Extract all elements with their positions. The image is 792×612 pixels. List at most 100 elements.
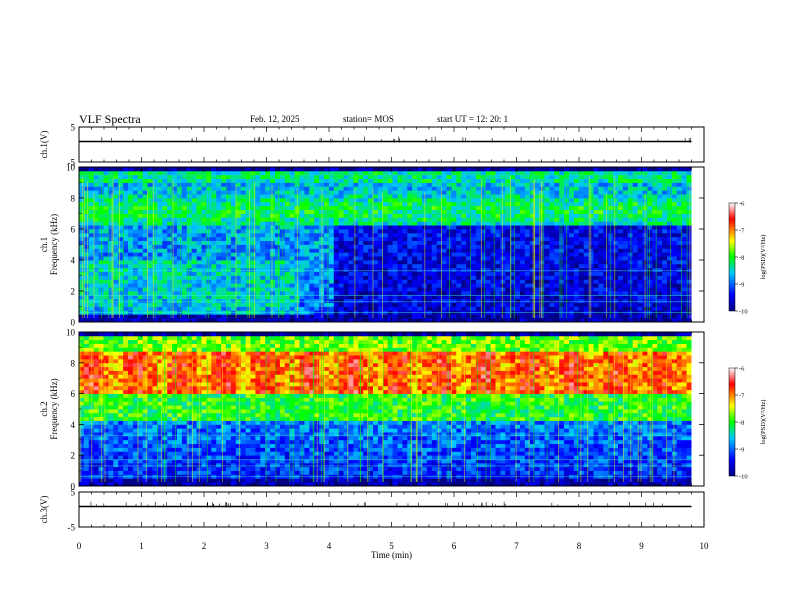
spectrogram-cell — [441, 271, 447, 276]
spectrogram-cell — [123, 283, 129, 288]
spectrogram-cell — [108, 291, 114, 296]
spectrogram-cell — [83, 275, 90, 280]
spectrogram-cell — [343, 287, 349, 292]
spectrogram-cell — [608, 314, 614, 319]
spectrogram-cell — [471, 190, 477, 195]
spectrogram-cell — [544, 263, 550, 269]
spectrogram-cell — [524, 302, 531, 307]
spectrogram-cell — [412, 260, 418, 265]
spectrogram-cell — [676, 287, 683, 292]
spectrogram-cell — [417, 229, 423, 234]
spectrogram-cell — [289, 240, 295, 245]
spectrogram-cell — [441, 298, 447, 304]
spectrogram-cell — [348, 248, 354, 253]
spectrogram-cell — [475, 240, 482, 245]
spectrogram-cell — [226, 170, 232, 176]
spectrogram-cell — [142, 240, 148, 245]
spectrogram-cell — [211, 248, 217, 253]
spectrogram-cell — [422, 170, 428, 176]
spectrogram-cell — [662, 267, 668, 273]
spectrogram-cell — [123, 252, 129, 257]
spectrogram-cell — [637, 263, 643, 269]
spectrogram-cell — [211, 256, 217, 261]
spectrogram-cell — [304, 263, 310, 269]
spectrogram-cell — [510, 174, 516, 180]
spectrogram-cell — [622, 283, 629, 288]
spectrogram-cell — [211, 167, 217, 172]
spectrogram-cell — [255, 170, 261, 176]
spectrogram-cell — [270, 186, 276, 191]
spectrogram-cell — [88, 248, 95, 253]
spectrogram-cell — [328, 194, 335, 199]
spectrogram-cell — [132, 167, 139, 172]
spectrogram-cell — [226, 314, 232, 319]
spectrogram-cell — [618, 306, 624, 311]
spectrogram-cell — [338, 291, 344, 296]
spectrogram-cell — [343, 190, 349, 195]
spectrogram-cell — [162, 167, 168, 172]
spectrogram-cell — [524, 298, 531, 304]
spectrogram-cell — [240, 201, 246, 207]
spectrogram-cell — [363, 170, 369, 176]
spectrogram-cell — [221, 201, 227, 207]
spectrogram-cell — [211, 244, 217, 249]
spectrogram-cell — [667, 256, 673, 261]
spectrogram-cell — [446, 201, 452, 207]
spectrogram-cell — [211, 201, 217, 207]
spectrogram-cell — [407, 174, 413, 180]
spectrogram-cell — [191, 260, 197, 265]
spectrogram-cell — [284, 209, 291, 214]
spectrogram-cell — [529, 190, 536, 195]
spectrogram-cell — [343, 178, 349, 183]
spectrogram-cell — [515, 271, 521, 276]
spectrogram-cell — [343, 186, 349, 191]
spectrogram-cell — [382, 240, 389, 245]
spectrogram-cell — [441, 275, 447, 280]
spectrogram-cell — [603, 232, 609, 238]
spectrogram-cell — [250, 252, 256, 257]
spectrogram-cell — [471, 178, 477, 183]
spectrogram-cell — [456, 294, 462, 300]
spectrogram-cell — [201, 236, 207, 242]
spectrogram-cell — [103, 225, 109, 230]
spectrogram-cell — [515, 256, 521, 261]
spectrogram-cell — [554, 294, 560, 300]
spectrogram-cell — [510, 256, 516, 261]
spectrogram-cell — [358, 174, 364, 180]
spectrogram-cell — [382, 213, 389, 218]
spectrogram-cell — [260, 263, 266, 269]
spectrogram-cell — [343, 205, 349, 211]
spectrogram-cell — [652, 225, 658, 230]
spectrogram-cell — [250, 256, 256, 261]
spectrogram-cell — [382, 291, 389, 296]
spectrogram-cell — [613, 271, 619, 276]
spectrogram-cell — [598, 167, 604, 172]
spectrogram-cell — [397, 201, 403, 207]
spectrogram-cell — [93, 174, 99, 180]
spectrogram-cell — [485, 225, 491, 230]
spectrogram-cell — [226, 298, 232, 304]
spectrogram-cell — [328, 209, 335, 214]
spectrogram-cell — [671, 271, 678, 276]
spectrogram-cell — [235, 174, 242, 180]
spectrogram-cell — [676, 225, 683, 230]
spectrogram-cell — [578, 190, 585, 195]
spectrogram-cell — [289, 298, 295, 304]
spectrogram-cell — [534, 178, 540, 183]
spectrogram-cell — [309, 225, 315, 230]
spectrogram-cell — [627, 186, 634, 191]
spectrogram-cell — [137, 167, 144, 172]
spectrogram-cell — [618, 267, 624, 273]
spectrogram-cell — [613, 229, 619, 234]
spectrogram-cell — [652, 267, 658, 273]
spectrogram-cell — [510, 306, 516, 311]
spectrogram-cell — [461, 167, 467, 172]
spectrogram-cell — [397, 182, 403, 187]
spectrogram-cell — [578, 244, 585, 249]
spectrogram-cell — [534, 294, 540, 300]
spectrogram-cell — [642, 186, 648, 191]
spectrogram-cell — [485, 178, 491, 183]
spectrogram-cell — [211, 279, 217, 284]
spectrogram-cell — [598, 190, 604, 195]
spectrogram-cell — [118, 178, 124, 183]
